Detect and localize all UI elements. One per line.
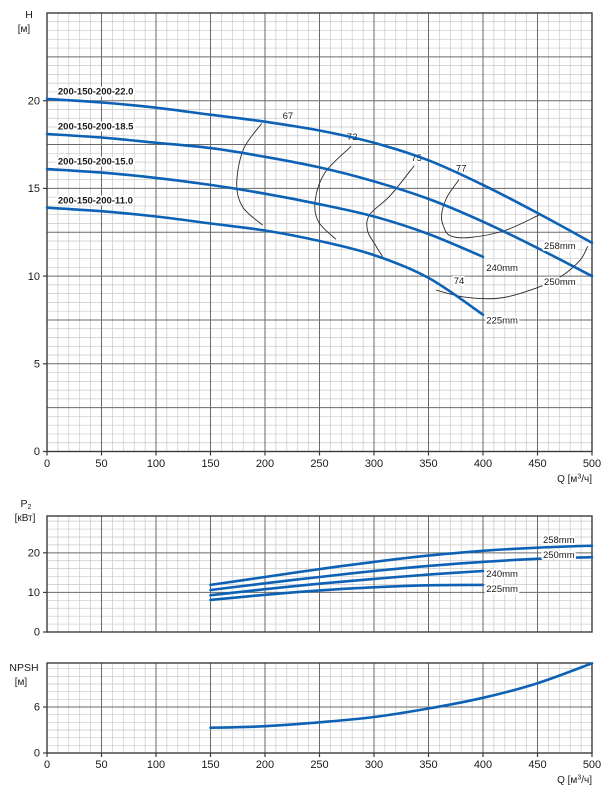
curve-label-258mm: 258mm (544, 241, 576, 252)
curve-label-225mm: 225mm (486, 584, 518, 595)
x-tick-label: 50 (95, 759, 107, 771)
y-axis-title: [кВт] (15, 513, 36, 524)
x-tick-label: 150 (201, 759, 219, 771)
y-tick-label: 5 (34, 359, 40, 371)
power-curve-250mm (209, 555, 594, 592)
y-tick-label: 15 (28, 183, 40, 195)
curve-label-200-150-200-15.0: 200-150-200-15.0 (58, 157, 134, 168)
x-tick-label: 200 (256, 458, 274, 470)
y-tick-label: 0 (34, 446, 40, 458)
curve-label-200-150-200-11.0: 200-150-200-11.0 (58, 195, 133, 206)
x-tick-label: 300 (365, 458, 383, 470)
x-tick-label: 300 (365, 759, 383, 771)
y-axis-title: P2 (21, 498, 32, 511)
head-curve-250mm (45, 132, 594, 278)
curve-label-225mm: 225mm (486, 315, 518, 326)
npsh-chart: 0 6 0 50 100 150 200 250 300 350 400 450 500 Q [м3/ч]… (9, 662, 601, 786)
y-axis-title: NPSH (9, 662, 38, 674)
x-axis-title: Q [м3/ч] (557, 474, 592, 486)
head-curve-258mm (45, 97, 594, 245)
y-axis-title: [м] (15, 677, 28, 688)
x-tick-label: 500 (583, 759, 601, 771)
x-axis-title: Q [м3/ч] (557, 775, 592, 787)
x-tick-label: 250 (310, 759, 328, 771)
y-axis-title: H (25, 9, 33, 21)
x-tick-label: 200 (256, 759, 274, 771)
y-tick-label: 0 (34, 627, 40, 639)
x-tick-label: 450 (528, 458, 546, 470)
head-curve-240mm (45, 167, 485, 259)
curve-label-200-150-200-22.0: 200-150-200-22.0 (58, 87, 134, 98)
power-curve-240mm (209, 569, 485, 597)
x-tick-label: 0 (44, 759, 50, 771)
x-tick-label: 50 (95, 458, 107, 470)
y-tick-label: 20 (28, 95, 40, 107)
y-tick-label: 6 (34, 702, 40, 714)
y-tick-label: 20 (28, 548, 40, 560)
y-tick-label: 0 (34, 748, 40, 760)
grid-major (46, 12, 593, 452)
x-tick-label: 0 (44, 458, 50, 470)
x-tick-label: 450 (528, 759, 546, 771)
curve-label-258mm: 258mm (543, 535, 575, 546)
axis-frame (46, 515, 593, 633)
efficiency-contour-72 (314, 145, 352, 240)
power-chart: 258mm 250mm 240mm 225mm 0 10 20 P2 [кВт] (15, 498, 594, 639)
y-tick-label: 10 (28, 587, 40, 599)
npsh-curve-NPSH (209, 662, 594, 729)
curve-label-200-150-200-18.5: 200-150-200-18.5 (58, 122, 134, 133)
power-curve-225mm (209, 583, 485, 602)
curve-label-250mm: 250mm (544, 277, 576, 288)
efficiency-label-67: 67 (283, 111, 294, 122)
curve-label-240mm: 240mm (486, 263, 518, 274)
y-axis-title: [м] (18, 24, 31, 35)
efficiency-contour-75 (366, 165, 415, 258)
x-tick-label: 100 (147, 458, 165, 470)
x-tick-label: 100 (147, 759, 165, 771)
power-curve-258mm (209, 544, 594, 587)
x-tick-label: 250 (310, 458, 328, 470)
x-tick-label: 150 (201, 458, 219, 470)
efficiency-contour-74 (435, 246, 589, 300)
efficiency-label-74: 74 (454, 276, 465, 287)
efficiency-contour-67 (236, 123, 264, 226)
y-tick-label: 10 (28, 271, 40, 283)
head-chart: 6772757774200-150-200-22.0200-150-200-18… (18, 9, 601, 485)
x-tick-label: 500 (583, 458, 601, 470)
x-tick-label: 400 (474, 458, 492, 470)
x-tick-label: 400 (474, 759, 492, 771)
x-tick-label: 350 (419, 759, 437, 771)
curve-label-250mm: 250mm (543, 550, 575, 561)
head-curve-225mm (45, 206, 485, 316)
x-tick-label: 350 (419, 458, 437, 470)
curve-label-240mm: 240mm (486, 569, 518, 580)
